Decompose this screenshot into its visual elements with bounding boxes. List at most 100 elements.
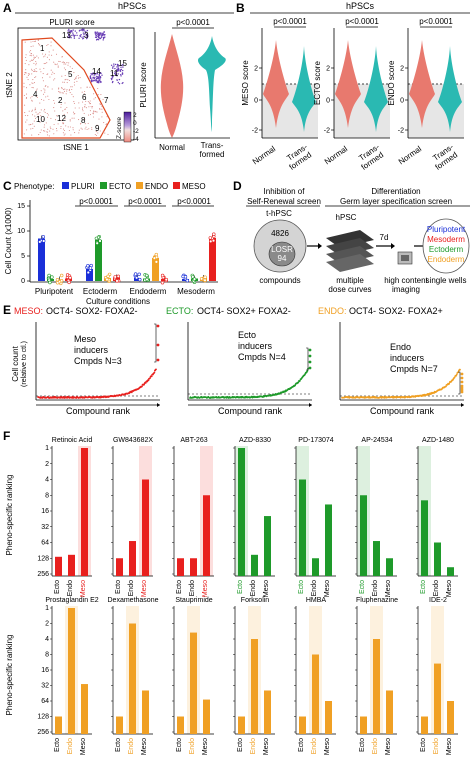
cluster-label: 10 bbox=[36, 115, 45, 124]
cluster-label: 15 bbox=[118, 59, 127, 68]
hit-point bbox=[460, 390, 464, 394]
tsne-point bbox=[54, 63, 56, 65]
tsne-point bbox=[52, 128, 54, 130]
y-tick: 256 bbox=[37, 729, 49, 736]
tsne-point bbox=[53, 123, 55, 126]
tsne-point bbox=[69, 126, 71, 128]
tsne-point bbox=[64, 79, 66, 81]
tsne-pluri-point bbox=[98, 74, 101, 77]
violin-a-ylabel: PLURI score bbox=[139, 62, 148, 108]
rank-bar bbox=[81, 448, 88, 576]
tsne-point bbox=[68, 62, 70, 64]
compound-name: Retinoic Acid bbox=[52, 437, 93, 444]
tsne-point bbox=[71, 88, 73, 91]
tsne-cluster-outline bbox=[21, 37, 111, 139]
tsne-point bbox=[25, 97, 28, 99]
tsne-point bbox=[62, 122, 64, 124]
rank-bar bbox=[177, 716, 184, 734]
tsne-point bbox=[26, 129, 28, 131]
tsne-point bbox=[28, 64, 30, 66]
tsne-point bbox=[37, 57, 39, 59]
tsne-point bbox=[77, 75, 79, 77]
tsne-pluri-point bbox=[90, 73, 92, 75]
rank-bar bbox=[251, 639, 258, 734]
tsne-point bbox=[106, 125, 108, 127]
d-left-title-1: Inhibition of bbox=[264, 187, 306, 196]
tsne-pluri-point bbox=[119, 70, 122, 73]
y-tick: 0 bbox=[254, 98, 258, 105]
bar bbox=[161, 279, 168, 281]
tsne-point bbox=[47, 95, 49, 97]
tsne-point bbox=[30, 128, 32, 130]
tsne-point bbox=[27, 74, 29, 76]
y-tick: 0 bbox=[326, 98, 330, 105]
tsne-pluri-point bbox=[89, 77, 92, 80]
tsne-pluri-point bbox=[120, 66, 122, 69]
tsne-pluri-point bbox=[111, 81, 114, 84]
tsne-point bbox=[78, 132, 80, 134]
tsne-point bbox=[95, 111, 97, 113]
tsne-point bbox=[39, 111, 41, 113]
replicate-point bbox=[106, 274, 110, 278]
rank-bar bbox=[177, 558, 184, 576]
tsne-pluri-point bbox=[118, 70, 120, 72]
cluster-label: 6 bbox=[82, 93, 87, 102]
group-endoderm: Endoderm bbox=[130, 287, 167, 296]
compound-name: Stauprimide bbox=[175, 597, 212, 604]
category-label: Meso bbox=[202, 738, 209, 755]
tsne-point bbox=[31, 99, 33, 101]
tsne-point bbox=[35, 89, 37, 91]
tsne-point bbox=[89, 114, 92, 116]
tsne-point bbox=[40, 90, 42, 92]
tsne-point bbox=[45, 84, 47, 87]
replicate-point bbox=[208, 236, 213, 240]
rank-bar bbox=[386, 558, 393, 576]
zscore-colorbar bbox=[123, 111, 132, 143]
replicate-point bbox=[138, 277, 142, 282]
annotation-line-2: inducers bbox=[238, 341, 273, 351]
tsne-point bbox=[67, 79, 69, 81]
tsne-point bbox=[64, 118, 66, 120]
hit-point bbox=[460, 384, 464, 388]
replicate-point bbox=[88, 266, 93, 270]
tsne-pluri-point bbox=[101, 74, 103, 76]
tsne-point bbox=[79, 123, 82, 125]
tsne-point bbox=[51, 73, 53, 75]
tsne-point bbox=[32, 123, 34, 125]
tsne-point bbox=[42, 93, 45, 95]
tsne-point bbox=[43, 130, 45, 132]
tsne-point bbox=[89, 86, 91, 88]
tsne-point bbox=[27, 79, 29, 81]
tsne-point bbox=[36, 96, 38, 98]
tsne-point bbox=[69, 92, 71, 94]
tsne-point bbox=[64, 102, 66, 104]
compound-point bbox=[453, 376, 456, 379]
tsne-pluri-point bbox=[111, 77, 114, 79]
tsne-point bbox=[37, 39, 39, 41]
legend-endo: ENDO bbox=[145, 182, 168, 191]
replicate-point bbox=[191, 275, 195, 279]
y-tick: 5 bbox=[21, 253, 25, 260]
compound-point bbox=[141, 385, 143, 388]
panel-b-header: hPSCs bbox=[346, 1, 375, 11]
compound-point bbox=[130, 391, 133, 394]
tsne-point bbox=[30, 53, 32, 55]
category-label: Meso bbox=[385, 738, 392, 755]
tsne-point bbox=[97, 132, 99, 134]
violin-transformed bbox=[438, 46, 462, 132]
category-label: Endo bbox=[372, 738, 379, 754]
panel-letter-f: F bbox=[3, 429, 10, 443]
tsne-point bbox=[44, 85, 46, 87]
cluster-label: 3 bbox=[84, 31, 89, 40]
pvalue-ecto: p<0.0001 bbox=[79, 197, 113, 206]
cluster-label: 8 bbox=[81, 116, 86, 125]
tsne-point bbox=[33, 56, 35, 58]
panel-letter-a: A bbox=[3, 1, 12, 15]
y-tick: 2 bbox=[254, 66, 258, 73]
category-label: Endo bbox=[250, 738, 257, 754]
tsne-point bbox=[33, 70, 35, 73]
tsne-point bbox=[58, 87, 60, 89]
pvalue-endo: p<0.0001 bbox=[128, 197, 162, 206]
tsne-pluri-point bbox=[68, 36, 71, 38]
tsne-pluri-point bbox=[114, 63, 117, 66]
